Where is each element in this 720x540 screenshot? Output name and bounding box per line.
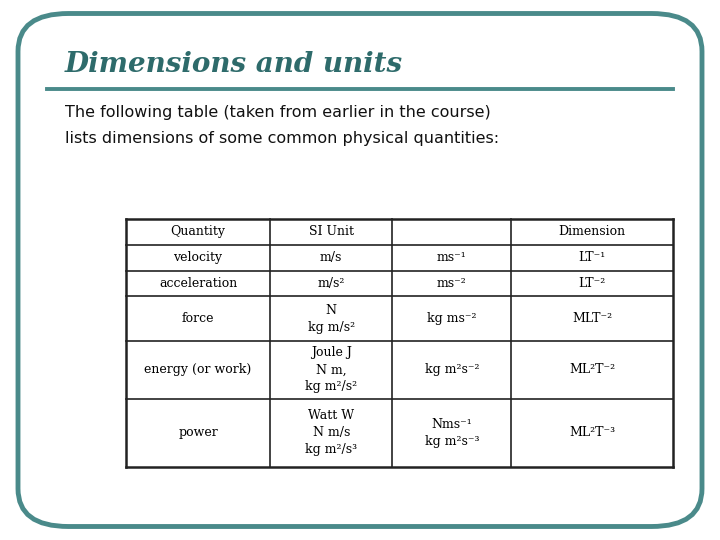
Text: acceleration: acceleration [159, 277, 237, 290]
Text: Watt W
N m/s
kg m²/s³: Watt W N m/s kg m²/s³ [305, 409, 357, 456]
Text: force: force [181, 312, 215, 325]
Text: kg ms⁻²: kg ms⁻² [427, 312, 477, 325]
Text: Joule J
N m,
kg m²/s²: Joule J N m, kg m²/s² [305, 346, 357, 394]
Text: MLT⁻²: MLT⁻² [572, 312, 612, 325]
Text: N
kg m/s²: N kg m/s² [307, 303, 355, 334]
Text: ms⁻²: ms⁻² [437, 277, 467, 290]
Text: ms⁻¹: ms⁻¹ [437, 251, 467, 264]
Text: SI Unit: SI Unit [309, 225, 354, 238]
Text: kg m²s⁻²: kg m²s⁻² [425, 363, 479, 376]
Text: LT⁻¹: LT⁻¹ [579, 251, 606, 264]
FancyBboxPatch shape [18, 14, 702, 526]
Text: Dimensions and units: Dimensions and units [65, 51, 403, 78]
Text: Dimension: Dimension [559, 225, 626, 238]
Text: ML²T⁻³: ML²T⁻³ [569, 426, 616, 440]
Text: LT⁻²: LT⁻² [579, 277, 606, 290]
Text: m/s: m/s [320, 251, 343, 264]
Text: energy (or work): energy (or work) [145, 363, 251, 376]
Text: The following table (taken from earlier in the course): The following table (taken from earlier … [65, 105, 490, 120]
Text: Quantity: Quantity [171, 225, 225, 238]
Text: lists dimensions of some common physical quantities:: lists dimensions of some common physical… [65, 131, 499, 146]
Text: ML²T⁻²: ML²T⁻² [569, 363, 616, 376]
Text: velocity: velocity [174, 251, 222, 264]
Text: m/s²: m/s² [318, 277, 345, 290]
Text: power: power [178, 426, 218, 440]
Text: Nms⁻¹
kg m²s⁻³: Nms⁻¹ kg m²s⁻³ [425, 418, 479, 448]
